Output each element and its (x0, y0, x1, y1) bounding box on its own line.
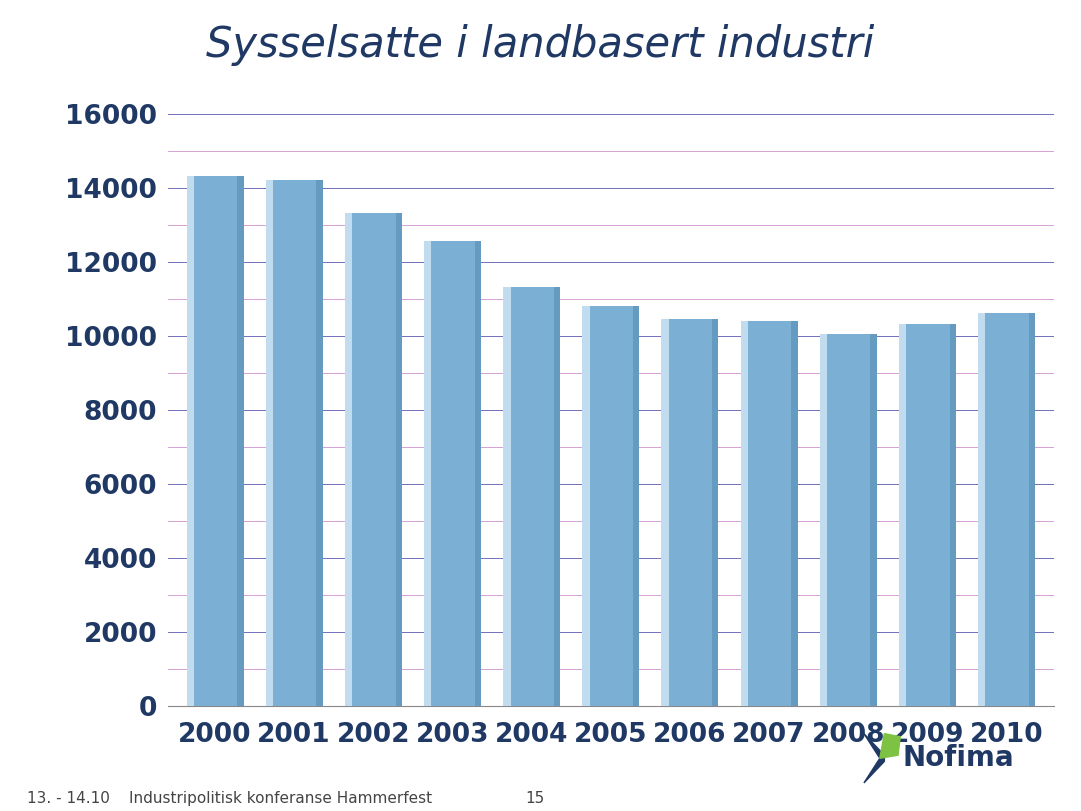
Bar (503, 287, 560, 706)
Bar (819, 333, 827, 706)
Bar (187, 177, 193, 706)
Bar (662, 319, 719, 706)
Bar (1029, 313, 1035, 706)
Text: Sysselsatte i landbasert industri: Sysselsatte i landbasert industri (206, 24, 875, 66)
Bar (740, 321, 748, 706)
Bar (583, 306, 589, 706)
Bar (266, 180, 273, 706)
Bar (345, 213, 352, 706)
Bar (583, 306, 639, 706)
Bar (870, 333, 877, 706)
Bar (633, 306, 639, 706)
Bar (899, 324, 956, 706)
Bar (424, 241, 431, 706)
Polygon shape (864, 734, 884, 783)
Polygon shape (880, 734, 900, 758)
Bar (740, 321, 798, 706)
Bar (978, 313, 986, 706)
Text: Nofima: Nofima (903, 744, 1014, 772)
Text: 13. - 14.10: 13. - 14.10 (27, 792, 110, 806)
Bar (237, 177, 243, 706)
Bar (712, 319, 719, 706)
Bar (978, 313, 1035, 706)
Bar (553, 287, 560, 706)
Bar (899, 324, 906, 706)
Bar (345, 213, 402, 706)
Bar (396, 213, 402, 706)
Bar (503, 287, 510, 706)
Bar (475, 241, 481, 706)
Bar (662, 319, 669, 706)
Bar (791, 321, 798, 706)
Bar (317, 180, 322, 706)
Bar (819, 333, 877, 706)
Text: 15: 15 (525, 792, 545, 806)
Bar (424, 241, 481, 706)
Bar (187, 177, 243, 706)
Bar (949, 324, 956, 706)
Text: Industripolitisk konferanse Hammerfest: Industripolitisk konferanse Hammerfest (130, 792, 432, 806)
Bar (266, 180, 322, 706)
